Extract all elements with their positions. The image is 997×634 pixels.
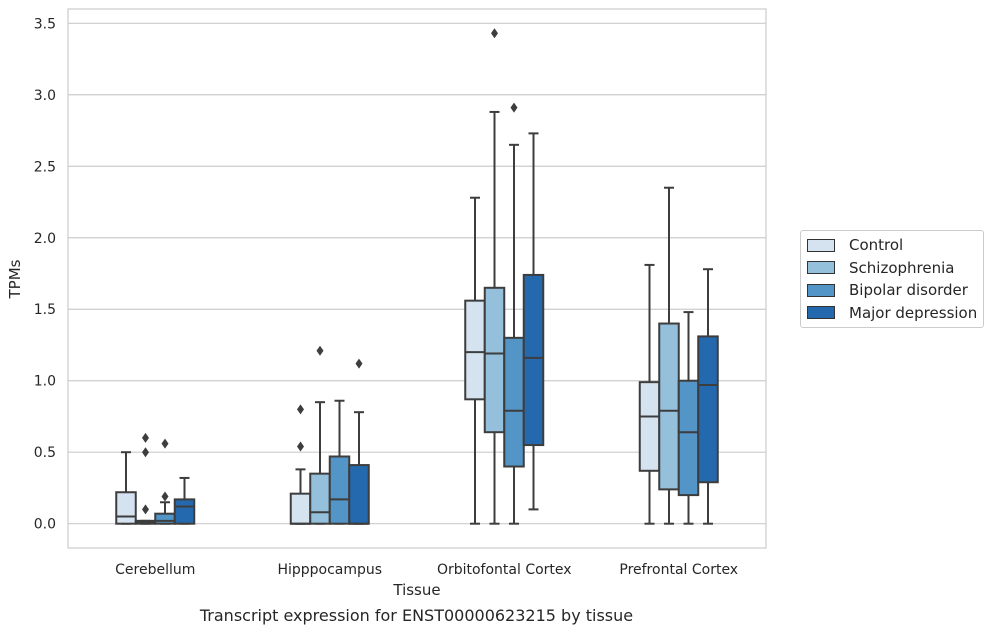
legend-swatch — [807, 283, 835, 297]
outlier-point — [491, 28, 498, 39]
box-body — [464, 299, 486, 401]
box-2-0 — [464, 196, 486, 525]
legend-item: Control — [807, 234, 977, 257]
box-body — [309, 472, 331, 525]
legend-swatch — [807, 306, 835, 320]
x-tick-label: Cerebellum — [115, 562, 195, 578]
box-0-3 — [173, 476, 196, 525]
x-tick-label: Orbitofontal Cortex — [437, 562, 572, 578]
outlier-point — [297, 441, 304, 452]
figure-caption: Transcript expression for ENST0000062321… — [199, 606, 634, 625]
legend-item: Bipolar disorder — [807, 279, 977, 302]
box-3-0 — [638, 263, 661, 525]
box-body — [503, 336, 525, 468]
outlier-point — [142, 447, 149, 458]
x-axis-ticks: Cerebellum Hipppocampus Orbitofontal Corte… — [115, 562, 738, 578]
outlier-point — [297, 404, 304, 415]
legend-label: Bipolar disorder — [849, 281, 968, 300]
box-body — [348, 464, 370, 525]
legend-item: Major depression — [807, 302, 977, 325]
y-axis-ticks: 0.0 0.5 1.0 1.5 2.0 2.5 3.0 3.5 — [34, 16, 56, 532]
box-0-2 — [154, 438, 176, 525]
legend-swatch — [807, 238, 835, 252]
x-axis-label: Tissue — [392, 581, 440, 599]
box-body — [328, 455, 351, 525]
y-tick-label: 1.5 — [34, 302, 56, 318]
outlier-point — [355, 358, 363, 369]
box-3-2 — [677, 311, 700, 525]
outlier-point — [316, 345, 324, 356]
legend-item: Schizophrenia — [807, 257, 977, 280]
gridlines — [68, 22, 766, 525]
box-2-2 — [503, 102, 525, 525]
box-1-3 — [348, 358, 370, 525]
box-1-1 — [309, 345, 331, 525]
y-tick-label: 1.0 — [34, 374, 56, 390]
x-tick-label: Hipppocampus — [277, 562, 382, 578]
outlier-point — [161, 438, 169, 449]
box-body — [483, 286, 506, 434]
legend-label: Major depression — [849, 303, 978, 322]
legend: Control Schizophrenia Bipolar disorder Majo… — [800, 230, 985, 328]
box-body — [522, 273, 545, 447]
box-body — [638, 381, 661, 472]
outlier-point — [142, 504, 149, 515]
box-body — [289, 492, 312, 525]
y-tick-label: 0.5 — [34, 445, 56, 461]
box-body — [154, 512, 176, 525]
outlier-point — [510, 102, 518, 113]
legend-swatch — [807, 261, 835, 275]
box-body — [173, 498, 196, 525]
legend-label: Control — [849, 236, 904, 255]
legend-label: Schizophrenia — [849, 258, 955, 277]
box-body — [658, 322, 680, 491]
box-1-0 — [289, 404, 312, 525]
y-tick-label: 3.5 — [34, 16, 56, 32]
plot-area-frame — [67, 8, 767, 549]
x-tick-label: Prefrontal Cortex — [619, 562, 738, 578]
box-0-0 — [115, 451, 137, 525]
box-0-1 — [134, 432, 157, 525]
box-body — [677, 379, 700, 497]
outlier-point — [142, 432, 149, 443]
y-tick-label: 2.0 — [34, 231, 56, 247]
box-series — [115, 28, 719, 525]
box-body — [697, 335, 719, 484]
y-tick-label: 3.0 — [34, 88, 56, 104]
y-tick-label: 0.0 — [34, 517, 56, 533]
box-2-1 — [483, 28, 506, 525]
box-body — [115, 491, 137, 525]
box-2-3 — [522, 132, 545, 511]
box-1-2 — [328, 399, 351, 525]
outlier-point — [161, 491, 169, 502]
box-3-3 — [697, 268, 719, 525]
y-axis-label: TPMs — [6, 259, 24, 299]
y-tick-label: 2.5 — [34, 159, 56, 175]
